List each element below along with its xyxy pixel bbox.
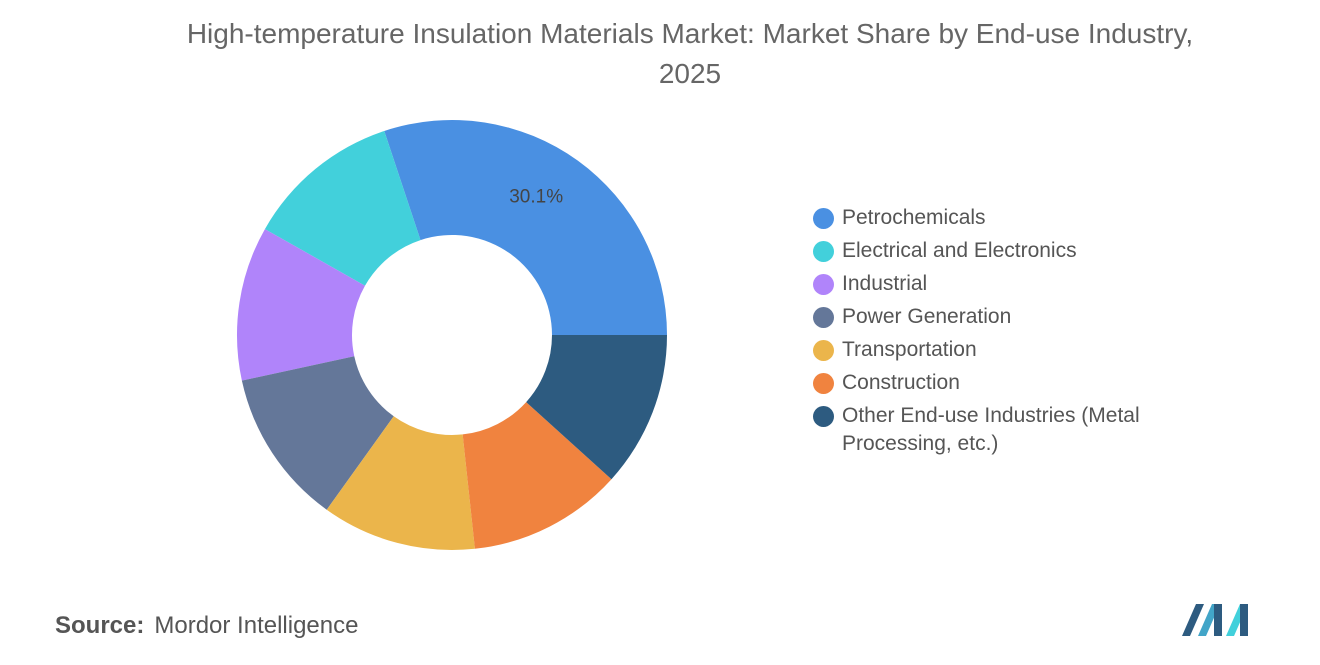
donut-segment (384, 120, 667, 335)
legend-label: Transportation (842, 338, 977, 361)
legend-swatch (813, 307, 834, 328)
chart-title: High-temperature Insulation Materials Ma… (186, 18, 1194, 89)
legend-label: Petrochemicals (842, 206, 986, 229)
legend-item: Power Generation (812, 303, 1162, 331)
legend-label: Industrial (842, 272, 928, 295)
source-text: Mordor Intelligence (154, 612, 359, 639)
donut-segment (326, 416, 475, 551)
legend-swatch (813, 406, 834, 427)
legend-item: Electrical and Electronics (812, 237, 1162, 265)
donut-segment (264, 130, 421, 286)
legend-item: Transportation (812, 336, 1162, 364)
legend: Petrochemicals Electrical and Electronics… (812, 204, 1162, 463)
donut-segment (241, 356, 394, 510)
legend-label: Electrical and Electronics (842, 239, 1077, 262)
legend-label: Construction (842, 371, 960, 394)
legend-swatch (813, 373, 834, 394)
legend-swatch (813, 208, 834, 229)
legend-swatch (813, 274, 834, 295)
source: Source: Mordor Intelligence (55, 612, 358, 640)
legend-item: Petrochemicals (812, 204, 1162, 232)
legend-label: Other End-use Industries (Metal Processi… (842, 404, 1140, 455)
donut-segment (526, 335, 667, 480)
legend-label: Power Generation (842, 305, 1012, 328)
legend-swatch (813, 340, 834, 361)
donut-segment (462, 402, 612, 549)
source-label: Source: (55, 612, 145, 639)
data-label: 30.1% (509, 186, 563, 207)
legend-item: Construction (812, 369, 1162, 397)
logo (1182, 604, 1248, 636)
legend-item: Industrial (812, 270, 1162, 298)
legend-item: Other End-use Industries (Metal Processi… (812, 402, 1162, 458)
legend-swatch (813, 241, 834, 262)
donut-segment (236, 229, 365, 381)
